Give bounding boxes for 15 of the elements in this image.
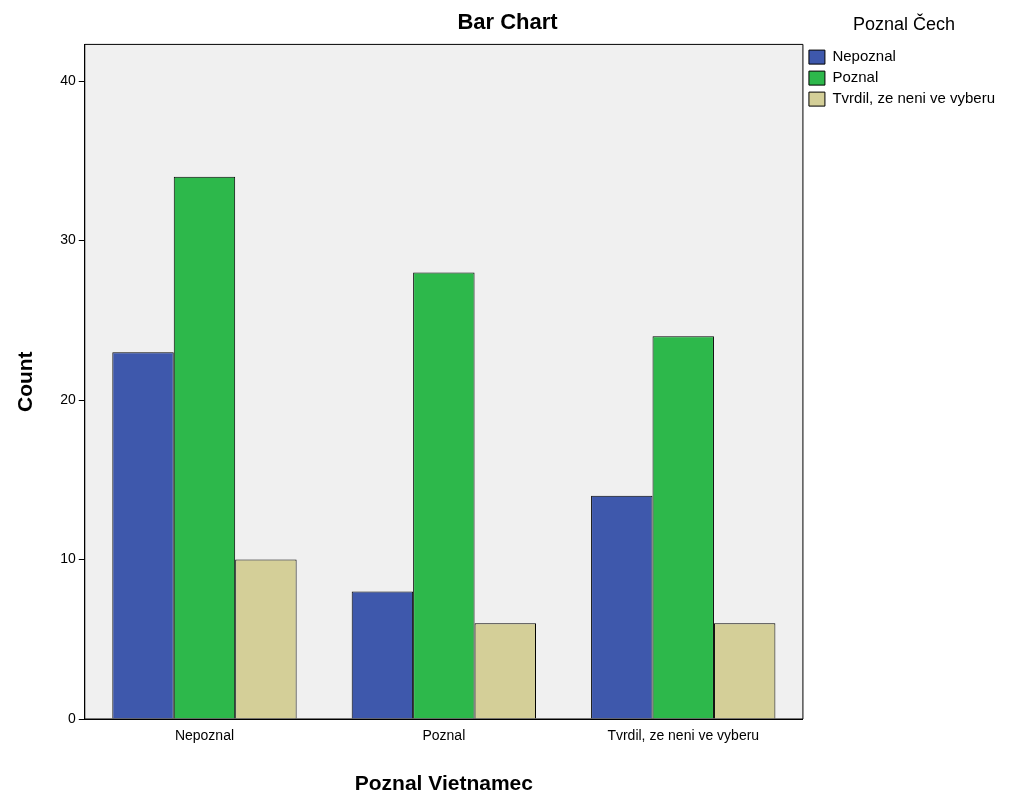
y-tick-label: 40 <box>60 71 76 88</box>
x-tick-label: Tvrdil, ze neni ve vyberu <box>607 727 760 744</box>
y-axis-title: Count <box>13 351 37 413</box>
y-tick-label: 30 <box>60 231 76 248</box>
legend-title: Poznal Čech <box>852 12 955 34</box>
y-tick-label: 10 <box>60 550 76 567</box>
legend-label: Tvrdil, ze neni ve vyberu <box>832 89 996 107</box>
x-axis-title: Poznal Vietnamec <box>354 771 534 795</box>
legend-label: Nepoznal <box>832 47 896 65</box>
x-tick-label: Nepoznal <box>174 727 235 744</box>
y-tick-label: 0 <box>67 709 76 726</box>
chart-title: Bar Chart <box>457 9 559 35</box>
y-tick-label: 20 <box>60 390 76 407</box>
x-tick-label: Poznal <box>422 727 466 744</box>
legend-label: Poznal <box>832 68 879 86</box>
